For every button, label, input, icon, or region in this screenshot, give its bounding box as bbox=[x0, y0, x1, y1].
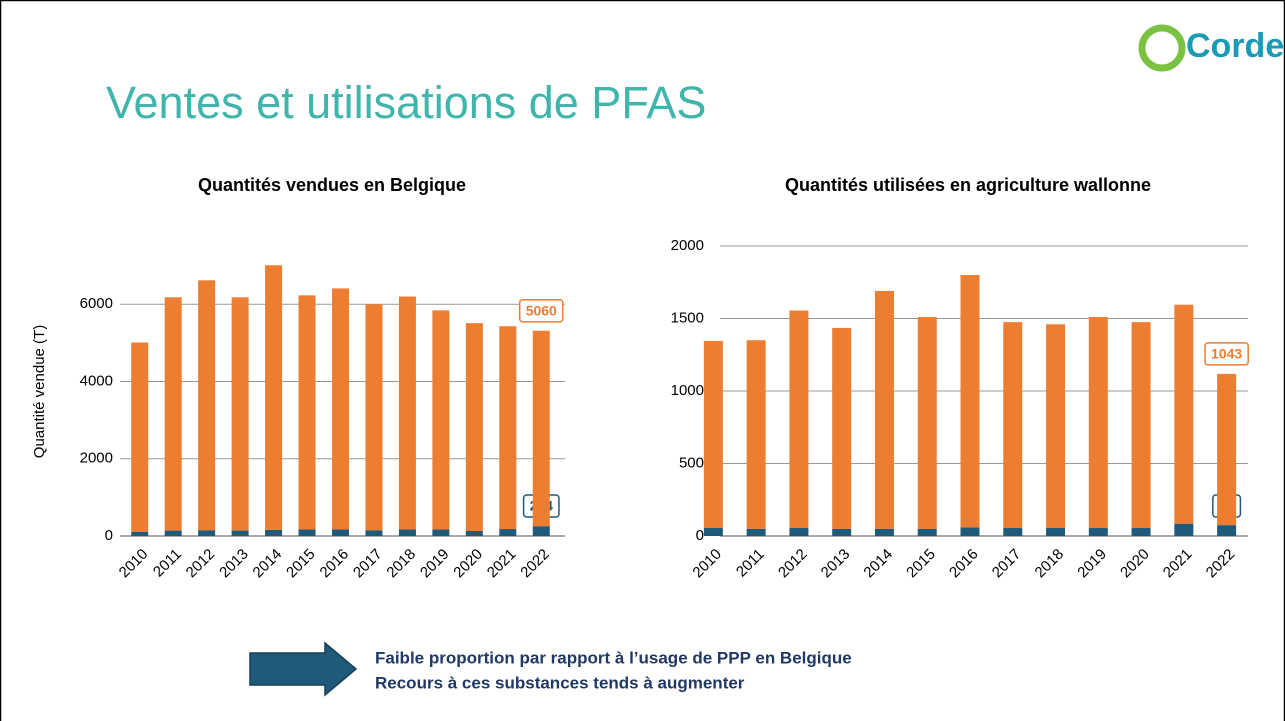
bar-segment bbox=[432, 310, 450, 530]
y-tick-label: 0 bbox=[105, 527, 113, 544]
note: Recours à ces substances tends à augment… bbox=[375, 673, 745, 692]
bar-segment bbox=[746, 528, 766, 536]
bar-segment bbox=[1088, 317, 1108, 529]
bar-segment bbox=[398, 296, 416, 530]
chart-title: Quantités vendues en Belgique bbox=[198, 175, 466, 195]
bar-segment bbox=[874, 290, 894, 529]
y-axis-label: Quantité vendue (T) bbox=[31, 325, 48, 458]
chart-title: Quantités utilisées en agriculture wallo… bbox=[785, 175, 1151, 195]
bar-segment bbox=[1174, 523, 1194, 536]
bar-segment bbox=[198, 280, 216, 531]
bar-segment bbox=[789, 310, 809, 529]
bar-segment bbox=[1217, 373, 1237, 526]
bar-segment bbox=[1131, 322, 1151, 529]
bar-segment bbox=[1003, 528, 1023, 536]
bar-segment bbox=[1174, 304, 1194, 524]
bar-segment bbox=[917, 528, 937, 536]
y-tick-label: 1000 bbox=[671, 382, 704, 399]
bar-segment bbox=[1046, 324, 1066, 529]
bar-segment bbox=[1003, 322, 1023, 529]
bar-segment bbox=[499, 529, 517, 536]
bar-segment bbox=[131, 531, 149, 536]
bar-segment bbox=[298, 529, 316, 536]
y-tick-label: 2000 bbox=[80, 450, 113, 467]
bar-segment bbox=[365, 304, 383, 531]
bar-segment bbox=[532, 330, 550, 527]
bar-segment bbox=[832, 327, 852, 529]
bar-segment bbox=[164, 297, 182, 531]
y-tick-label: 500 bbox=[679, 454, 704, 471]
bar-segment bbox=[874, 528, 894, 536]
bar-segment bbox=[789, 528, 809, 536]
bar-segment bbox=[131, 342, 149, 532]
y-tick-label: 0 bbox=[696, 527, 704, 544]
bar-segment bbox=[832, 528, 852, 536]
bar-segment bbox=[1088, 528, 1108, 536]
bar-segment bbox=[432, 529, 450, 536]
bar-segment bbox=[1217, 525, 1237, 536]
bar-segment bbox=[298, 295, 316, 530]
bar-segment bbox=[1131, 528, 1151, 536]
y-tick-label: 1500 bbox=[671, 309, 704, 326]
bar-segment bbox=[465, 530, 483, 536]
data-label: 5060 bbox=[526, 302, 557, 318]
bar-segment bbox=[746, 340, 766, 529]
data-label-box bbox=[1204, 342, 1249, 366]
bar-segment bbox=[703, 340, 723, 529]
bar-segment bbox=[265, 529, 283, 536]
arrow bbox=[249, 641, 358, 697]
bar-segment bbox=[465, 323, 483, 531]
note: Faible proportion par rapport à l’usage … bbox=[375, 648, 852, 667]
bar-segment bbox=[365, 530, 383, 536]
bar-segment bbox=[703, 528, 723, 536]
data-label: 1043 bbox=[1211, 346, 1242, 362]
y-tick-label: 6000 bbox=[80, 295, 113, 312]
bar-segment bbox=[198, 530, 216, 536]
bar-segment bbox=[265, 265, 283, 530]
bar-segment bbox=[532, 526, 550, 536]
bar-segment bbox=[398, 529, 416, 536]
bar-segment bbox=[499, 326, 517, 530]
bar-segment bbox=[164, 530, 182, 536]
bar-segment bbox=[960, 275, 980, 528]
bar-segment bbox=[231, 530, 249, 536]
bar-segment bbox=[332, 288, 349, 530]
y-tick-label: 4000 bbox=[80, 372, 113, 389]
bar-segment bbox=[332, 529, 349, 536]
bar-segment bbox=[960, 527, 980, 536]
bar-segment bbox=[1046, 528, 1066, 536]
data-label-box bbox=[518, 298, 564, 323]
y-tick-label: 2000 bbox=[671, 237, 704, 254]
logo: Corder bbox=[1186, 27, 1285, 65]
logo-ring bbox=[1138, 24, 1186, 72]
slide-title: Ventes et utilisations de PFAS bbox=[106, 77, 706, 128]
bar-segment bbox=[231, 297, 249, 531]
bar-segment bbox=[917, 317, 937, 529]
